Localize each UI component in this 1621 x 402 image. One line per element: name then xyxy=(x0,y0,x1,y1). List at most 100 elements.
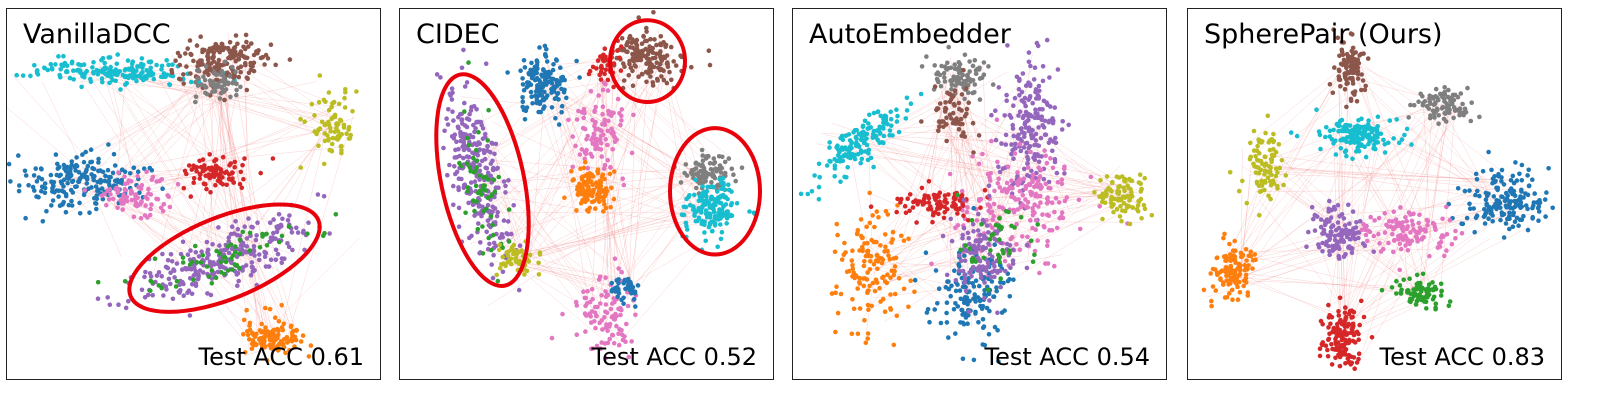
constraint-line xyxy=(951,71,988,242)
constraint-line xyxy=(1262,166,1488,181)
data-point xyxy=(85,163,91,169)
data-point xyxy=(536,272,542,277)
data-point xyxy=(598,301,603,306)
data-point xyxy=(581,289,586,295)
data-point xyxy=(816,161,822,167)
data-point xyxy=(480,251,486,256)
data-point xyxy=(559,75,564,80)
data-point xyxy=(228,94,233,100)
data-point xyxy=(1013,141,1018,147)
data-point xyxy=(200,270,206,275)
data-point xyxy=(1011,133,1016,139)
data-point xyxy=(734,201,740,206)
data-point xyxy=(163,264,169,270)
data-point xyxy=(693,172,699,177)
constraint-line xyxy=(606,68,732,178)
data-point xyxy=(1127,221,1133,227)
data-point xyxy=(232,165,237,170)
data-point xyxy=(1000,247,1005,253)
data-point xyxy=(214,248,219,254)
data-point xyxy=(121,201,126,206)
data-point xyxy=(474,107,479,112)
data-point xyxy=(603,205,609,211)
data-point xyxy=(338,118,344,124)
data-point xyxy=(208,82,214,88)
data-point xyxy=(709,184,715,189)
data-point xyxy=(319,119,325,125)
data-point xyxy=(188,51,193,57)
data-point xyxy=(188,71,193,76)
data-point xyxy=(1041,176,1047,182)
data-point xyxy=(262,345,267,350)
data-point xyxy=(1281,182,1286,188)
data-point xyxy=(924,54,929,59)
data-point xyxy=(956,268,962,274)
data-point xyxy=(978,232,983,238)
data-point xyxy=(994,117,1000,122)
data-point xyxy=(997,237,1002,242)
data-point xyxy=(1016,132,1021,138)
data-point xyxy=(605,128,611,134)
data-point xyxy=(262,335,267,341)
data-point xyxy=(1025,173,1030,178)
data-point xyxy=(868,125,874,130)
test-accuracy-label: Test ACC 0.61 xyxy=(198,343,364,371)
data-point xyxy=(58,172,63,178)
data-point xyxy=(28,73,33,79)
data-point xyxy=(222,271,227,277)
data-point xyxy=(1331,127,1336,133)
data-point xyxy=(619,269,624,275)
data-point xyxy=(617,326,622,332)
data-point xyxy=(208,190,213,195)
cluster-series xyxy=(457,60,512,284)
data-point xyxy=(992,188,997,194)
data-point xyxy=(835,143,840,148)
data-point xyxy=(56,54,61,59)
data-point xyxy=(544,59,550,64)
data-point xyxy=(488,149,493,155)
data-point xyxy=(641,34,646,39)
data-point xyxy=(206,165,212,171)
constraint-line xyxy=(888,132,1028,134)
data-point xyxy=(528,89,534,95)
data-point xyxy=(974,250,979,255)
data-point xyxy=(971,357,977,363)
cluster-series xyxy=(1288,107,1414,162)
data-point xyxy=(683,204,689,210)
data-point xyxy=(573,143,578,149)
data-point xyxy=(500,235,506,240)
data-point xyxy=(122,181,128,187)
data-point xyxy=(257,252,262,257)
data-point xyxy=(457,160,462,166)
data-point xyxy=(146,191,151,196)
data-point xyxy=(554,79,559,85)
data-point xyxy=(166,62,171,68)
data-point xyxy=(530,71,535,77)
data-point xyxy=(1045,243,1050,248)
data-point xyxy=(204,239,210,245)
data-point xyxy=(215,72,220,77)
data-point xyxy=(976,161,982,167)
constraint-line xyxy=(878,189,1138,287)
data-point xyxy=(935,106,941,111)
data-point xyxy=(890,229,896,235)
data-point xyxy=(206,72,211,78)
data-point xyxy=(574,332,580,338)
data-point xyxy=(102,178,108,184)
data-point xyxy=(864,277,870,282)
data-point xyxy=(542,89,547,95)
data-point xyxy=(30,184,36,190)
data-point xyxy=(69,162,74,168)
constraint-line xyxy=(1219,264,1337,318)
data-point xyxy=(943,197,948,202)
data-point xyxy=(183,265,188,271)
data-point xyxy=(632,63,637,68)
constraint-line xyxy=(1334,196,1508,334)
data-point xyxy=(17,183,22,188)
data-point xyxy=(998,226,1004,232)
data-point xyxy=(614,278,619,283)
data-point xyxy=(145,292,151,298)
data-point xyxy=(107,186,113,192)
data-point xyxy=(461,155,466,161)
constraint-line xyxy=(521,178,586,244)
